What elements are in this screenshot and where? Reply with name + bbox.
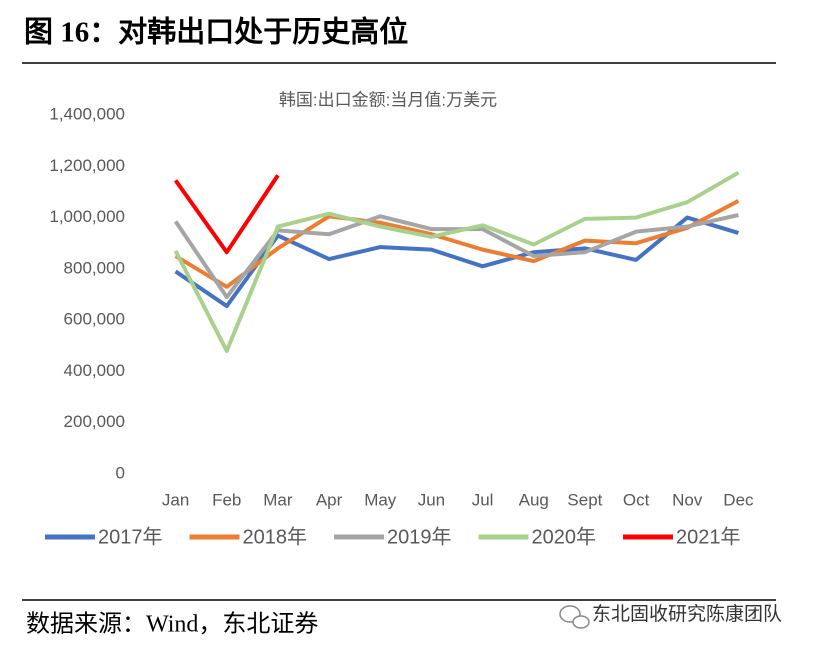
x-tick-label: Nov (672, 490, 703, 509)
y-tick-label: 600,000 (64, 310, 125, 329)
series-line (174, 199, 740, 289)
legend-label: 2020年 (532, 525, 597, 548)
legend-label: 2017年 (98, 525, 163, 548)
source: 数据来源：Wind，东北证券 (26, 611, 318, 638)
legend-label: 2018年 (243, 525, 308, 548)
x-tick-label: Feb (212, 490, 241, 509)
x-tick-label: Oct (623, 490, 650, 509)
y-tick-label: 1,400,000 (49, 104, 125, 123)
x-tick-label: Dec (723, 490, 754, 509)
chart-title: 韩国:出口金额:当月值:万美元 (279, 90, 497, 109)
y-tick-label: 1,000,000 (49, 207, 125, 226)
x-tick-label: Jul (472, 490, 494, 509)
y-tick-label: 400,000 (64, 361, 125, 380)
series-line (173, 174, 280, 255)
x-tick-label: Mar (263, 490, 293, 509)
x-tick-label: Jun (418, 490, 445, 509)
series-line (173, 170, 740, 353)
watermark: 东北固收研究陈康团队 (592, 603, 782, 625)
y-tick-label: 1,200,000 (49, 156, 125, 175)
figure-title: 图 16：对韩出口处于历史高位 (24, 15, 408, 49)
y-tick-label: 0 (116, 463, 125, 482)
y-tick-label: 800,000 (64, 258, 125, 277)
x-tick-label: Aug (519, 490, 549, 509)
x-tick-label: Sept (567, 490, 602, 509)
x-tick-label: Apr (316, 490, 343, 509)
y-tick-label: 200,000 (64, 412, 125, 431)
legend-label: 2021年 (676, 525, 741, 548)
watermark-icon (559, 605, 590, 629)
x-tick-label: Jan (162, 490, 189, 509)
legend-label: 2019年 (387, 525, 452, 548)
x-tick-label: May (364, 490, 397, 509)
